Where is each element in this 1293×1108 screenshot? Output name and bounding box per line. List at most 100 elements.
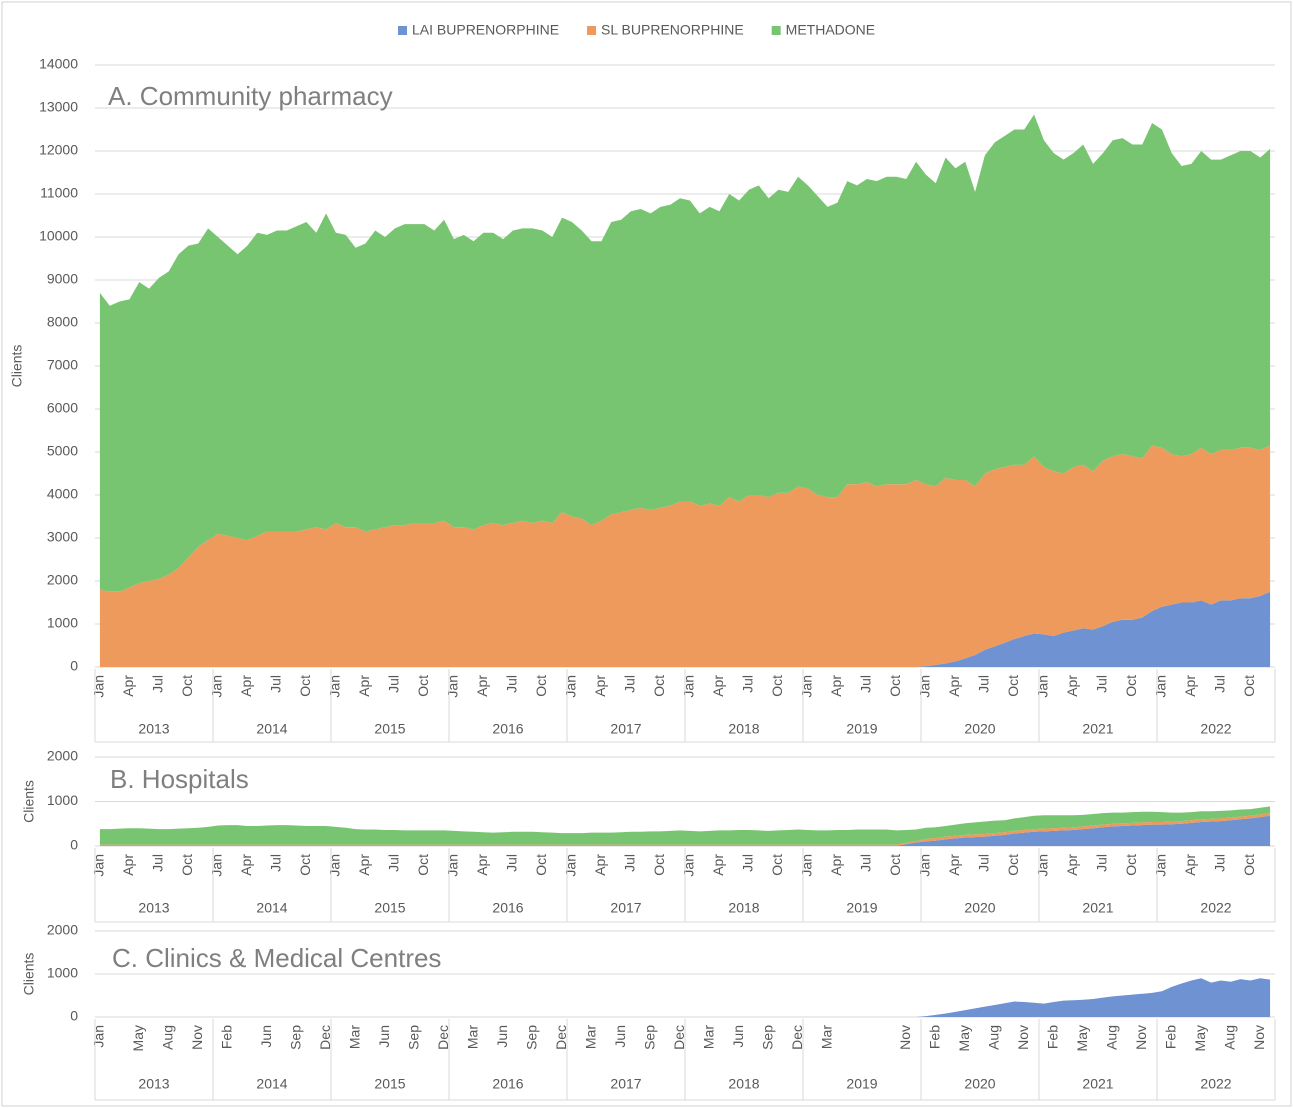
x-tick-label: Mar (464, 1025, 480, 1049)
x-tick-label: Oct (533, 675, 549, 697)
y-axis-label: Clients (9, 345, 25, 388)
x-tick-label: Jul (1094, 854, 1110, 872)
x-tick-label: May (1192, 1025, 1208, 1051)
x-tick-label: Apr (356, 675, 372, 697)
x-tick-label: Jan (1035, 854, 1051, 877)
x-tick-label: Jan (799, 854, 815, 877)
x-tick-label: Sep (287, 1025, 303, 1050)
year-label: 2018 (728, 1076, 759, 1092)
x-tick-label: Jan (563, 854, 579, 877)
year-label: 2016 (492, 1076, 523, 1092)
x-tick-label: Apr (592, 675, 608, 697)
x-tick-label: Jan (681, 854, 697, 877)
x-tick-label: Oct (887, 675, 903, 697)
x-tick-label: Jul (976, 675, 992, 693)
x-tick-label: Nov (1133, 1025, 1149, 1050)
legend-label: LAI BUPRENORPHINE (412, 22, 559, 38)
x-tick-label: Dec (789, 1025, 805, 1050)
x-tick-label: Feb (1162, 1025, 1178, 1049)
x-tick-label: Jan (91, 854, 107, 877)
year-label: 2022 (1200, 721, 1231, 737)
x-tick-label: May (130, 1025, 146, 1051)
y-tick-label: 13000 (39, 99, 78, 115)
x-tick-label: Jun (730, 1025, 746, 1048)
dashboard: LAI BUPRENORPHINESL BUPRENORPHINEMETHADO… (0, 0, 1293, 1108)
x-tick-label: Apr (1182, 854, 1198, 876)
legend-label: SL BUPRENORPHINE (601, 22, 744, 38)
x-tick-label: Jul (268, 675, 284, 693)
chart-title: C. Clinics & Medical Centres (112, 943, 441, 973)
x-tick-label: Sep (641, 1025, 657, 1050)
year-label: 2017 (610, 1076, 641, 1092)
x-tick-label: Jan (917, 675, 933, 698)
x-tick-label: Apr (710, 854, 726, 876)
x-tick-label: Jul (150, 854, 166, 872)
chart-title: B. Hospitals (110, 764, 249, 794)
x-tick-label: Apr (946, 675, 962, 697)
x-tick-label: Dec (671, 1025, 687, 1050)
year-label: 2022 (1200, 1076, 1231, 1092)
y-tick-label: 0 (70, 1008, 78, 1024)
year-label: 2021 (1082, 721, 1113, 737)
x-tick-label: Oct (1241, 854, 1257, 876)
year-label: 2016 (492, 900, 523, 916)
y-tick-label: 14000 (39, 56, 78, 72)
x-tick-label: Jul (268, 854, 284, 872)
legend-swatch (772, 26, 781, 35)
x-tick-label: Jun (494, 1025, 510, 1048)
x-tick-label: Apr (946, 854, 962, 876)
chart-title: A. Community pharmacy (108, 81, 393, 111)
x-tick-label: Jan (1035, 675, 1051, 698)
legend-swatch (398, 26, 407, 35)
x-tick-label: Apr (828, 675, 844, 697)
x-tick-label: Jul (740, 675, 756, 693)
x-tick-label: May (1074, 1025, 1090, 1051)
x-tick-label: Apr (238, 675, 254, 697)
year-label: 2020 (964, 900, 995, 916)
x-tick-label: Aug (159, 1025, 175, 1050)
x-tick-label: Nov (189, 1025, 205, 1050)
year-label: 2019 (846, 900, 877, 916)
x-tick-label: Oct (179, 675, 195, 697)
x-tick-label: Oct (415, 854, 431, 876)
year-label: 2014 (256, 721, 287, 737)
year-label: 2013 (138, 1076, 169, 1092)
x-tick-label: Mar (700, 1025, 716, 1049)
x-tick-label: Jul (1212, 854, 1228, 872)
x-tick-label: Jan (91, 1025, 107, 1048)
x-tick-label: Nov (897, 1025, 913, 1050)
x-tick-label: Jun (258, 1025, 274, 1048)
year-label: 2013 (138, 900, 169, 916)
y-tick-label: 2000 (47, 922, 78, 938)
x-tick-label: Oct (769, 675, 785, 697)
x-tick-label: Feb (218, 1025, 234, 1049)
year-label: 2016 (492, 721, 523, 737)
x-tick-label: Jul (504, 675, 520, 693)
year-label: 2014 (256, 1076, 287, 1092)
x-tick-label: Jul (1094, 675, 1110, 693)
x-tick-label: Jul (150, 675, 166, 693)
x-tick-label: Oct (1005, 854, 1021, 876)
x-tick-label: Jul (622, 854, 638, 872)
x-tick-label: Jan (327, 854, 343, 877)
x-tick-label: Jan (209, 675, 225, 698)
x-tick-label: Apr (1064, 675, 1080, 697)
year-label: 2017 (610, 900, 641, 916)
y-tick-label: 1000 (47, 965, 78, 981)
y-tick-label: 1000 (47, 615, 78, 631)
x-tick-label: Dec (435, 1025, 451, 1050)
x-tick-label: Feb (926, 1025, 942, 1049)
y-tick-label: 0 (70, 658, 78, 674)
x-tick-label: Sep (405, 1025, 421, 1050)
x-tick-label: Aug (985, 1025, 1001, 1050)
x-tick-label: Jan (681, 675, 697, 698)
year-label: 2018 (728, 900, 759, 916)
y-tick-label: 2000 (47, 748, 78, 764)
x-tick-label: Jul (622, 675, 638, 693)
y-tick-label: 9000 (47, 271, 78, 287)
x-tick-label: Jul (976, 854, 992, 872)
year-label: 2019 (846, 721, 877, 737)
x-tick-label: Mar (818, 1025, 834, 1049)
x-tick-label: Jun (376, 1025, 392, 1048)
y-tick-label: 10000 (39, 228, 78, 244)
